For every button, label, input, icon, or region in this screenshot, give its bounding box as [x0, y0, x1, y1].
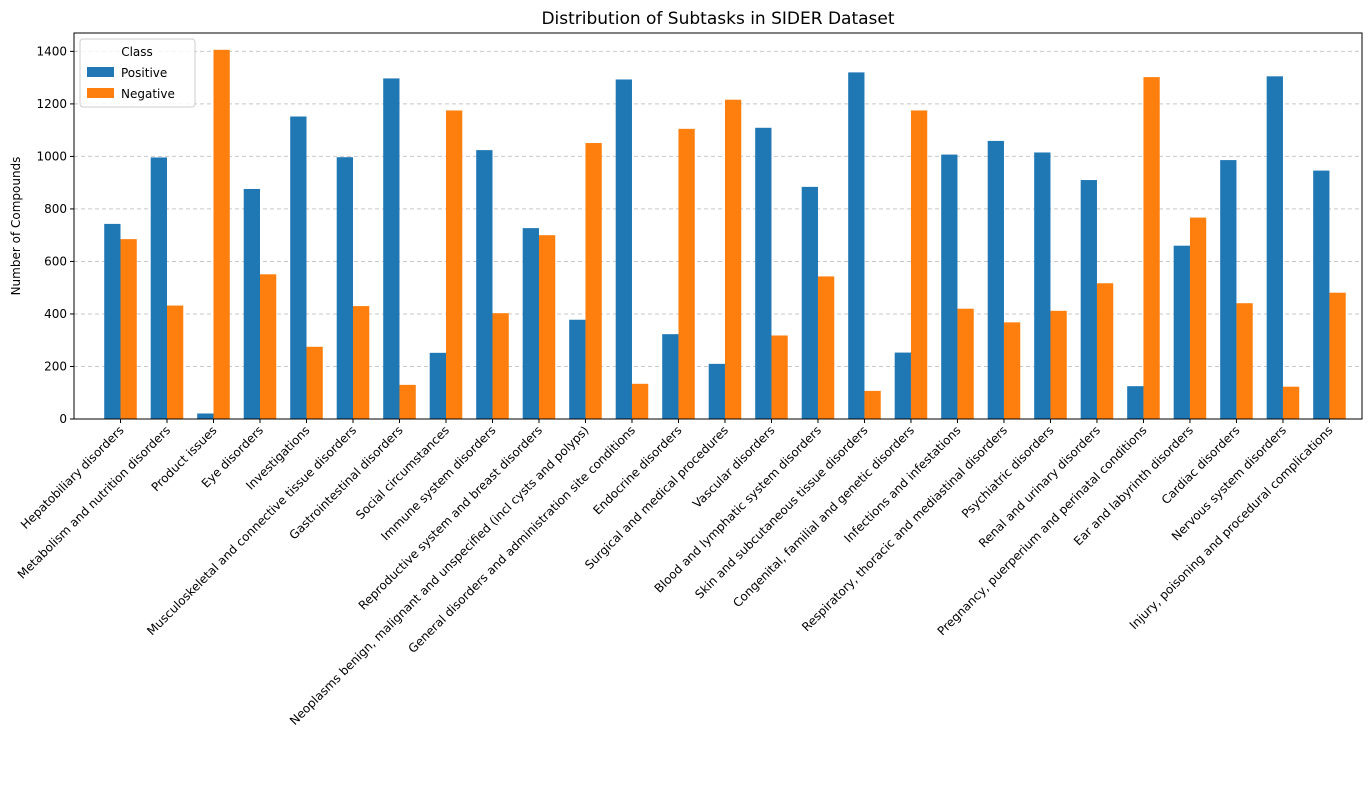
bars-group: [104, 49, 1346, 420]
bar-negative: [1282, 386, 1300, 419]
bar-positive: [987, 140, 1004, 419]
bar-positive: [522, 228, 539, 419]
bar-negative: [166, 305, 184, 419]
y-tick-label: 1200: [36, 97, 67, 111]
y-tick-label: 0: [59, 412, 67, 426]
bar-negative: [120, 239, 137, 419]
bar-negative: [1236, 303, 1253, 419]
legend: Class Positive Negative: [79, 38, 196, 108]
bar-positive: [1034, 152, 1051, 419]
bar-negative: [399, 384, 416, 419]
bar-positive: [336, 157, 353, 419]
bar-negative: [306, 346, 323, 419]
x-tick-label: Psychiatric disorders: [959, 423, 1057, 521]
bar-positive: [708, 363, 725, 419]
bar-negative: [259, 274, 277, 419]
bar-positive: [848, 72, 865, 419]
y-axis-title: Number of Compounds: [9, 157, 23, 296]
bar-negative: [1003, 322, 1021, 419]
x-tick-label: Blood and lymphatic system disorders: [652, 423, 824, 595]
y-tick-label: 600: [44, 254, 67, 268]
x-tick-label: Skin and subcutaneous tissue disorders: [692, 423, 870, 601]
bar-negative: [678, 128, 695, 419]
bar-negative: [1189, 217, 1207, 419]
bar-positive: [476, 150, 493, 420]
bar-positive: [383, 78, 400, 419]
bar-positive: [1266, 76, 1283, 419]
y-tick-label: 400: [44, 307, 67, 321]
bar-positive: [1080, 180, 1097, 419]
bar-positive: [1173, 245, 1190, 419]
chart-title: Distribution of Subtasks in SIDER Datase…: [541, 9, 894, 29]
bar-positive: [662, 334, 679, 419]
bar-negative: [1050, 310, 1067, 419]
bar-negative: [1096, 283, 1114, 419]
bar-positive: [894, 352, 911, 419]
bar-negative: [957, 308, 974, 419]
bar-negative: [724, 99, 742, 420]
bar-negative: [1143, 77, 1160, 419]
bar-negative: [1329, 292, 1346, 419]
bar-positive: [1313, 170, 1330, 419]
bar-negative: [910, 110, 928, 419]
bar-negative: [864, 390, 881, 419]
legend-title: Class: [121, 45, 153, 59]
bar-positive: [150, 157, 167, 419]
bar-positive: [429, 352, 446, 419]
x-tick-label: Neoplasms benign, malignant and unspecif…: [287, 423, 592, 728]
bar-positive: [569, 319, 586, 419]
y-tick-label: 800: [44, 202, 67, 216]
bar-positive: [290, 116, 307, 419]
bar-negative: [445, 110, 463, 419]
legend-label-negative: Negative: [121, 87, 175, 101]
bar-positive: [755, 127, 772, 419]
bar-positive: [1127, 386, 1144, 419]
bar-positive: [941, 154, 958, 419]
legend-label-positive: Positive: [121, 66, 167, 80]
bar-positive: [243, 188, 260, 419]
y-axis: 0 200 400 600 800 1000 1200 1400: [36, 44, 74, 426]
bar-negative: [585, 143, 602, 419]
x-tick-label: Cardiac disorders: [1159, 423, 1243, 507]
legend-swatch-negative: [87, 88, 114, 98]
plot-frame: [73, 32, 1363, 420]
x-tick-label: General disorders and administration sit…: [405, 423, 638, 656]
x-tick-label: Vascular disorders: [690, 423, 778, 511]
bar-negative: [492, 313, 509, 419]
y-tick-label: 1000: [36, 149, 67, 163]
bar-positive: [615, 79, 632, 420]
bar-positive: [1220, 160, 1237, 419]
bar-negative: [771, 335, 788, 419]
bar-positive: [801, 186, 818, 419]
bar-negative: [817, 276, 835, 419]
bar-negative: [352, 306, 370, 419]
x-tick-label: Endocrine disorders: [590, 423, 684, 517]
y-tick-label: 200: [44, 359, 67, 373]
bar-negative: [631, 383, 649, 419]
bar-positive: [104, 223, 121, 419]
x-tick-label: Social circumstances: [353, 423, 452, 522]
legend-swatch-positive: [87, 67, 114, 77]
bar-negative: [538, 235, 556, 419]
y-tick-label: 1400: [36, 44, 67, 58]
bar-negative: [213, 49, 230, 419]
bar-positive: [197, 413, 214, 419]
